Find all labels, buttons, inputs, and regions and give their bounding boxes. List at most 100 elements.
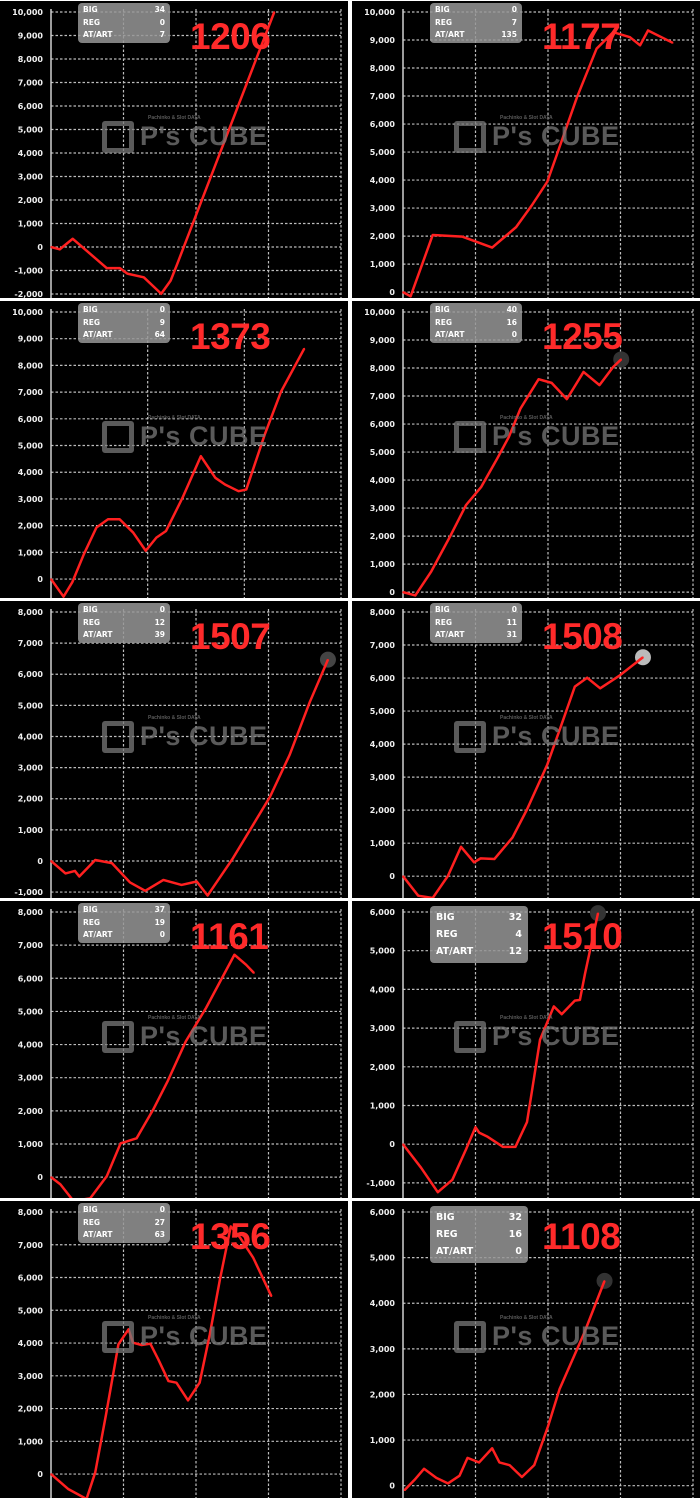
data-point [208,1333,211,1336]
data-point [132,531,134,534]
info-row-big: BIG 37 [83,904,165,917]
y-tick-label: 8,000 [370,608,396,617]
data-point [511,836,514,839]
data-point [111,862,113,864]
info-label: REG [435,17,453,27]
y-tick-label: 5,000 [18,1306,44,1315]
data-point [595,47,598,50]
info-value: 135 [501,30,517,39]
data-point [435,1477,438,1479]
data-point [95,526,98,529]
y-tick-label: 8,000 [18,1208,44,1217]
info-label: BIG [435,605,450,614]
info-row-big: BIG 34 [83,4,165,17]
data-point [537,378,540,381]
y-tick-label: 0 [389,1140,395,1149]
info-row-atart: AT/ART 0 [435,329,517,342]
chart-panel: 0 1,000 2,000 3,000 4,000 5,000 6,000 7,000 8,00… [352,301,700,598]
line-chart: 0 1,000 2,000 3,000 4,000 5,000 6,000 7,000 8,00… [18,1208,342,1498]
data-point [603,1280,606,1282]
data-point [414,594,417,597]
y-tick-label: 8,000 [370,364,396,373]
data-point [200,455,202,458]
data-point [480,485,483,488]
info-box: BIG 0 REG 7 AT/ART 135 [430,3,522,43]
machine-number-label: 1356 [190,1216,271,1257]
chart-panel: 0 1,000 2,000 3,000 4,000 5,000 6,000 7,000 8,00… [352,1,700,298]
y-tick-label: 9,000 [370,36,396,45]
data-point [232,857,234,859]
y-tick-label: 1,000 [18,220,44,229]
y-tick-label: 6,000 [370,1208,396,1217]
data-point [496,457,499,460]
data-point [185,1040,187,1043]
data-point [59,1183,62,1186]
data-point [618,674,621,677]
data-point [94,859,97,861]
data-point [473,861,475,864]
data-point [106,267,108,269]
data-point [620,358,623,361]
machine-number-label: 1373 [190,316,271,357]
info-row-big: BIG 0 [83,1204,165,1217]
data-point [558,1388,561,1390]
y-tick-label: 2,000 [370,532,396,541]
data-point [245,963,247,966]
data-point [461,235,464,238]
info-row-reg: REG 7 [435,17,517,30]
series-line [402,358,623,597]
info-label: AT/ART [435,330,465,339]
info-box: BIG 37 REG 19 AT/ART 0 [78,903,170,943]
machine-number-label: 1510 [542,916,623,957]
info-label: BIG [436,1212,455,1223]
data-point [155,536,158,539]
data-point [486,1135,488,1138]
data-point [521,1476,523,1478]
data-point [514,1146,517,1148]
data-point [519,407,522,410]
chart-panel: 0 1,000 2,000 3,000 4,000 5,000 6,000 7,000 8,00… [0,301,348,598]
info-row-big: BIG 40 [435,304,517,317]
machine-number-label: 1508 [542,616,623,657]
y-tick-label: 3,000 [370,504,396,513]
machine-number-label: 1161 [190,916,269,957]
data-point [478,1461,480,1464]
data-point [270,1295,273,1297]
info-label: BIG [83,1205,98,1214]
y-tick-label: 1,000 [18,1140,44,1149]
y-tick-label: 2,000 [370,232,396,241]
data-point [526,1121,528,1123]
data-point [195,880,198,883]
data-point [58,248,61,251]
data-point [465,504,467,506]
info-value: 4 [515,929,522,940]
data-point [431,897,434,898]
data-point [515,226,517,228]
info-value: 40 [506,305,517,314]
y-tick-label: 1,000 [370,1436,396,1445]
y-tick-label: 2,000 [18,1107,44,1116]
y-tick-label: 7,000 [370,641,396,650]
data-point [288,754,291,756]
data-point [50,860,52,862]
info-value: 0 [511,330,517,339]
line-chart: 0 1,000 2,000 3,000 4,000 5,000 6,000 [370,1208,694,1498]
data-point [508,436,510,438]
y-tick-label: 0 [37,1470,43,1479]
y-tick-label: 1,000 [18,1437,44,1446]
info-label: REG [83,1217,101,1227]
y-tick-label: 5,000 [370,707,396,716]
info-label: AT/ART [435,630,465,639]
data-point [447,875,449,877]
y-tick-label: 4,000 [18,732,44,741]
y-tick-label: 0 [37,857,43,866]
y-tick-label: 6,000 [18,974,44,983]
y-tick-label: 5,000 [18,701,44,710]
y-tick-label: 5,000 [370,1254,396,1263]
data-point [574,685,576,688]
y-tick-label: 10,000 [12,308,43,317]
info-box: BIG 0 REG 11 AT/ART 31 [430,603,522,643]
chart-panel: -1,000 0 1,000 2,000 3,000 4,000 5,000 6,000 7,0… [0,601,348,898]
y-tick-label: -2,000 [14,290,43,298]
